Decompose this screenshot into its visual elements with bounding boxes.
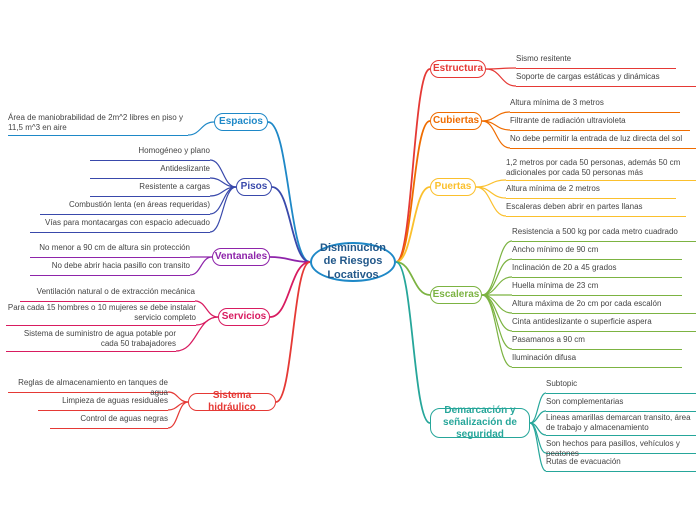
leaf-underline xyxy=(30,257,190,258)
leaf-underline xyxy=(6,325,196,326)
leaf-escaleras-3: Huella mínima de 23 cm xyxy=(512,281,682,293)
leaf-underline xyxy=(90,160,210,161)
leaf-underline xyxy=(20,301,195,302)
leaf-underline xyxy=(512,277,682,278)
leaf-servicios-0: Ventilación natural o de extracción mecá… xyxy=(20,287,195,299)
leaf-underline xyxy=(516,68,676,69)
leaf-underline xyxy=(546,411,696,412)
leaf-escaleras-6: Pasamanos a 90 cm xyxy=(512,335,682,347)
leaf-underline xyxy=(510,148,696,149)
branch-ventanales: Ventanales xyxy=(212,248,270,266)
leaf-sistema-hidraulico-2: Control de aguas negras xyxy=(50,414,168,426)
branch-cubiertas: Cubiertas xyxy=(430,112,482,130)
leaf-pisos-0: Homogéneo y plano xyxy=(90,146,210,158)
leaf-cubiertas-0: Altura mínima de 3 metros xyxy=(510,98,680,110)
leaf-underline xyxy=(506,180,696,181)
leaf-underline xyxy=(30,232,210,233)
leaf-cubiertas-2: No debe permitir la entrada de luz direc… xyxy=(510,134,696,146)
leaf-underline xyxy=(512,259,682,260)
leaf-pisos-1: Antideslizante xyxy=(90,164,210,176)
leaf-espacios-0: Área de maniobrabilidad de 2m^2 libres e… xyxy=(8,113,188,133)
branch-puertas: Puertas xyxy=(430,178,476,196)
leaf-underline xyxy=(90,196,210,197)
leaf-underline xyxy=(516,86,696,87)
leaf-escaleras-7: Iluminación difusa xyxy=(512,353,682,365)
leaf-underline xyxy=(512,295,682,296)
leaf-estructura-0: Sismo resitente xyxy=(516,54,676,66)
leaf-underline xyxy=(512,241,696,242)
branch-demarcacion: Demarcación y señalización de seguridad xyxy=(430,408,530,438)
leaf-servicios-2: Sistema de suministro de agua potable po… xyxy=(6,329,176,349)
leaf-pisos-3: Combustión lenta (en áreas requeridas) xyxy=(40,200,210,212)
leaf-estructura-1: Soporte de cargas estáticas y dinámicas xyxy=(516,72,696,84)
leaf-underline xyxy=(512,367,682,368)
leaf-underline xyxy=(30,275,190,276)
leaf-underline xyxy=(510,112,680,113)
leaf-underline xyxy=(506,216,686,217)
branch-pisos: Pisos xyxy=(236,178,272,196)
leaf-escaleras-0: Resistencia a 500 kg por cada metro cuad… xyxy=(512,227,696,239)
leaf-puertas-0: 1,2 metros por cada 50 personas, además … xyxy=(506,158,696,178)
leaf-sistema-hidraulico-1: Limpieza de aguas residuales xyxy=(38,396,168,408)
leaf-demarcacion-4: Rutas de evacuación xyxy=(546,457,696,469)
leaf-underline xyxy=(38,410,168,411)
leaf-underline xyxy=(40,214,210,215)
leaf-underline xyxy=(512,349,682,350)
leaf-cubiertas-1: Filtrante de radiación ultravioleta xyxy=(510,116,690,128)
leaf-underline xyxy=(90,178,210,179)
leaf-underline xyxy=(510,130,690,131)
leaf-ventanales-1: No debe abrir hacia pasillo con transito xyxy=(30,261,190,273)
leaf-pisos-4: Vías para montacargas con espacio adecua… xyxy=(30,218,210,230)
leaf-demarcacion-1: Son complementarias xyxy=(546,397,696,409)
leaf-pisos-2: Resistente a cargas xyxy=(90,182,210,194)
leaf-escaleras-1: Ancho mínimo de 90 cm xyxy=(512,245,682,257)
leaf-sistema-hidraulico-0: Reglas de almacenamiento en tanques de a… xyxy=(8,378,168,390)
leaf-puertas-2: Escaleras deben abrir en partes llanas xyxy=(506,202,686,214)
leaf-underline xyxy=(546,471,696,472)
leaf-underline xyxy=(546,435,696,436)
leaf-escaleras-5: Cinta antideslizante o superficie aspera xyxy=(512,317,696,329)
leaf-demarcacion-0: Subtopic xyxy=(546,379,696,391)
leaf-underline xyxy=(8,392,168,393)
branch-servicios: Servicios xyxy=(218,308,270,326)
leaf-servicios-1: Para cada 15 hombres o 10 mujeres se deb… xyxy=(6,303,196,323)
leaf-demarcacion-3: Son hechos para pasillos, vehículos y pe… xyxy=(546,439,696,451)
branch-escaleras: Escaleras xyxy=(430,286,482,304)
branch-sistema-hidraulico: Sistema hidráulico xyxy=(188,393,276,411)
leaf-demarcacion-2: Lineas amarillas demarcan transito, área… xyxy=(546,413,696,433)
leaf-underline xyxy=(8,135,188,136)
leaf-ventanales-0: No menor a 90 cm de altura sin protecció… xyxy=(30,243,190,255)
leaf-escaleras-2: Inclinación de 20 a 45 grados xyxy=(512,263,682,275)
leaf-underline xyxy=(546,393,696,394)
leaf-puertas-1: Altura mínima de 2 metros xyxy=(506,184,676,196)
leaf-underline xyxy=(6,351,176,352)
leaf-underline xyxy=(50,428,168,429)
branch-estructura: Estructura xyxy=(430,60,486,78)
leaf-escaleras-4: Altura máxima de 2o cm por cada escalón xyxy=(512,299,696,311)
leaf-underline xyxy=(506,198,676,199)
leaf-underline xyxy=(512,331,696,332)
leaf-underline xyxy=(512,313,696,314)
center-node: Disminución de Riesgos Locativos xyxy=(310,242,396,282)
branch-espacios: Espacios xyxy=(214,113,268,131)
